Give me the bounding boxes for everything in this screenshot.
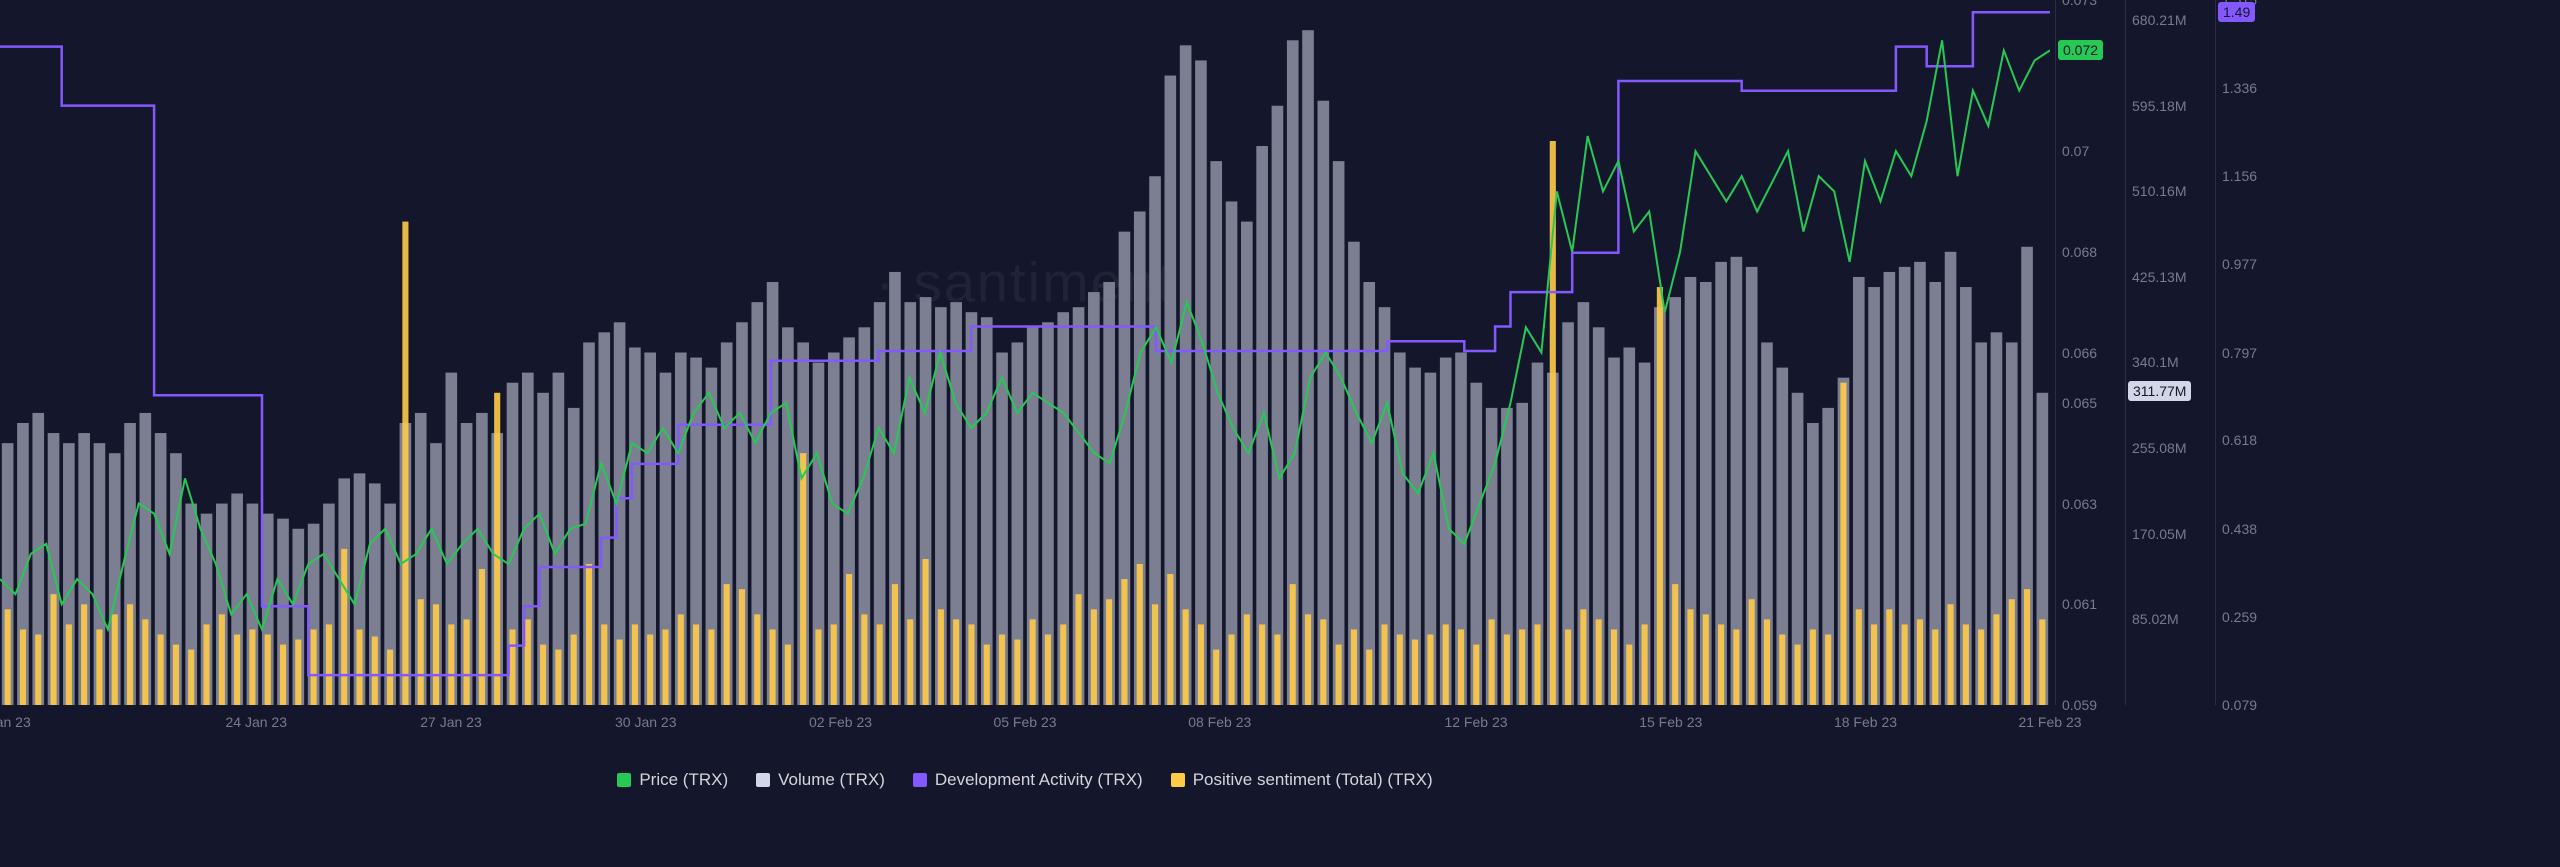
legend-label: Price (TRX): [639, 770, 728, 790]
y-tick: 680.21M: [2132, 12, 2186, 28]
legend-label: Positive sentiment (Total) (TRX): [1193, 770, 1433, 790]
y-tick: 0.079: [2222, 697, 2257, 713]
y-tick: 170.05M: [2132, 526, 2186, 542]
axis-badge: 1.49: [2218, 2, 2255, 22]
y-tick: 425.13M: [2132, 269, 2186, 285]
legend-swatch: [1171, 773, 1185, 787]
axis-badge: 0.072: [2058, 40, 2103, 60]
y-tick: 85.02M: [2132, 611, 2179, 627]
y-tick: 0.066: [2062, 345, 2097, 361]
y-tick: 0.438: [2222, 521, 2257, 537]
chart-plot-area: · santiment: [0, 0, 2050, 705]
x-tick: 15 Feb 23: [1639, 714, 1702, 730]
y-tick: 0.063: [2062, 496, 2097, 512]
legend-item[interactable]: Development Activity (TRX): [913, 770, 1143, 790]
x-axis: 20 Jan 23 24 Jan 23 27 Jan 23 30 Jan 23 02 F…: [0, 710, 2050, 740]
y-tick: 0.618: [2222, 432, 2257, 448]
x-tick: 12 Feb 23: [1444, 714, 1507, 730]
y-tick: 0.065: [2062, 395, 2097, 411]
y-tick: 0.068: [2062, 244, 2097, 260]
y-tick: 0.073: [2062, 0, 2097, 8]
x-tick: 05 Feb 23: [993, 714, 1056, 730]
legend-item[interactable]: Volume (TRX): [756, 770, 885, 790]
x-tick: 24 Jan 23: [226, 714, 288, 730]
y-tick: 1.156: [2222, 168, 2257, 184]
y-tick: 0.259: [2222, 609, 2257, 625]
legend-swatch: [913, 773, 927, 787]
x-tick: 02 Feb 23: [809, 714, 872, 730]
y-tick: 1.336: [2222, 80, 2257, 96]
y-axis-volume: 85.02M 170.05M 255.08M 340.1M 425.13M 510.16M…: [2125, 0, 2205, 705]
x-tick: 30 Jan 23: [615, 714, 677, 730]
y-tick: 595.18M: [2132, 98, 2186, 114]
x-tick: 27 Jan 23: [420, 714, 482, 730]
y-tick: 340.1M: [2132, 354, 2179, 370]
y-tick: 0.059: [2062, 697, 2097, 713]
chart-svg: [0, 0, 2050, 705]
legend-swatch: [756, 773, 770, 787]
legend-item[interactable]: Positive sentiment (Total) (TRX): [1171, 770, 1433, 790]
y-tick: 255.08M: [2132, 440, 2186, 456]
y-tick: 0.797: [2222, 345, 2257, 361]
y-tick: 0.07: [2062, 143, 2089, 159]
y-tick: 510.16M: [2132, 183, 2186, 199]
x-tick: 18 Feb 23: [1834, 714, 1897, 730]
legend-label: Development Activity (TRX): [935, 770, 1143, 790]
y-tick: 0.977: [2222, 256, 2257, 272]
legend-swatch: [617, 773, 631, 787]
legend-label: Volume (TRX): [778, 770, 885, 790]
x-tick: 21 Feb 23: [2018, 714, 2081, 730]
legend-item[interactable]: Price (TRX): [617, 770, 728, 790]
y-tick: 0.061: [2062, 596, 2097, 612]
x-tick: 20 Jan 23: [0, 714, 31, 730]
x-tick: 08 Feb 23: [1188, 714, 1251, 730]
legend: Price (TRX) Volume (TRX) Development Activ…: [0, 770, 2050, 790]
y-axis-price: 0.0590.0610.0630.0650.0660.0680.070.0720…: [2055, 0, 2115, 705]
axis-badge: 311.77M: [2128, 381, 2191, 401]
y-axis-dev: 0.0790.2590.4380.6180.7970.9771.1561.336…: [2215, 0, 2275, 705]
